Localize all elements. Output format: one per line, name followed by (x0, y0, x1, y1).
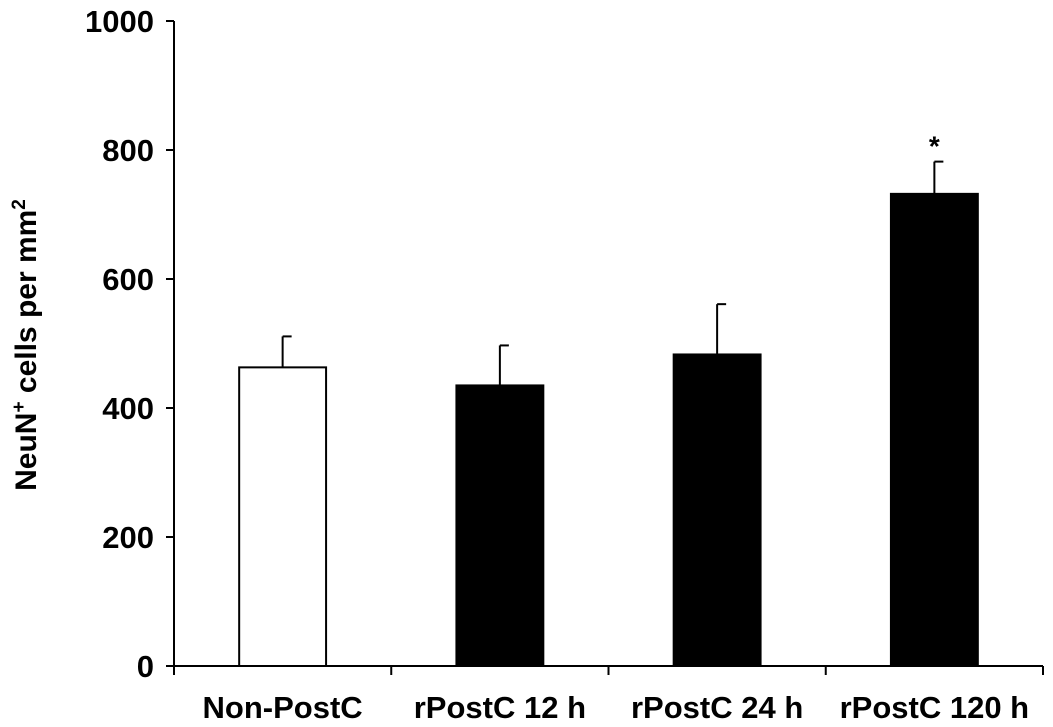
y-tick-label: 0 (137, 649, 154, 684)
y-axis-label-main: NeuN (10, 413, 43, 491)
y-tick-label: 400 (102, 391, 154, 426)
x-tick-label: rPostC 12 h (414, 690, 586, 725)
y-axis-label: NeuN+ cells per mm2 (9, 199, 43, 491)
x-tick-label: Non-PostC (203, 690, 363, 725)
significance-annotation: * (929, 131, 940, 162)
y-axis: 0 200 400 600 800 1000 (85, 4, 175, 684)
y-tick-label: 200 (102, 520, 154, 555)
y-tick-label: 600 (102, 262, 154, 297)
y-axis-label-rest: cells per mm (10, 210, 43, 402)
bar (238, 366, 328, 667)
x-axis: Non-PostC rPostC 12 h rPostC 24 h rPostC 12… (173, 665, 1044, 725)
bar (889, 192, 979, 668)
y-tick-label: 800 (102, 133, 154, 168)
x-tick-label: rPostC 24 h (631, 690, 803, 725)
y-axis-label-unit-superscript: 2 (9, 199, 30, 210)
bar (455, 384, 545, 667)
bars: * (238, 131, 979, 668)
y-axis-label-superscript: + (9, 401, 30, 412)
y-tick-label: 1000 (85, 4, 154, 39)
x-tick-label: rPostC 120 h (840, 690, 1030, 725)
bar (672, 353, 762, 667)
